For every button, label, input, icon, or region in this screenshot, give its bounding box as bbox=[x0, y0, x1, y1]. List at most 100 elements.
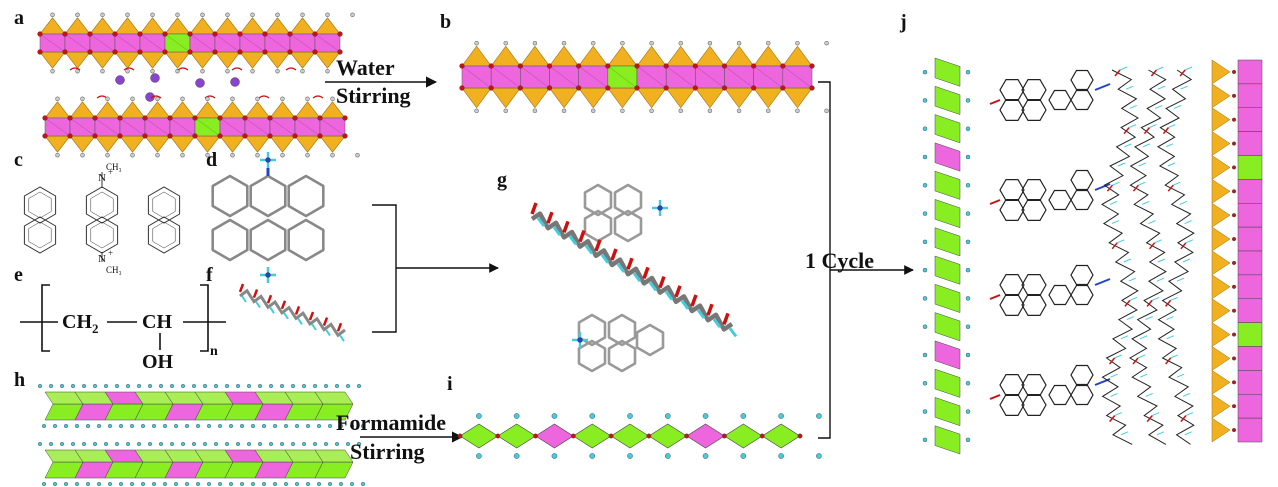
hydrogen-atom bbox=[118, 482, 123, 487]
tetrahedron bbox=[665, 87, 696, 109]
octahedron bbox=[934, 114, 961, 144]
hydrogen-atom bbox=[591, 108, 596, 114]
hydrogen-atom bbox=[513, 413, 520, 419]
hydrogen-atom bbox=[1137, 354, 1146, 359]
hydrogen-atom bbox=[922, 296, 928, 301]
panel-a-layered-crystal bbox=[37, 12, 360, 158]
hydrogen-atom bbox=[328, 424, 333, 429]
oxygen-atom bbox=[1231, 165, 1236, 170]
oxygen-atom bbox=[312, 31, 318, 37]
hydrogen-atom bbox=[38, 442, 43, 447]
benzene-ring bbox=[1070, 284, 1094, 306]
hydrogen-atom bbox=[824, 108, 829, 114]
hydroxyl bbox=[546, 211, 554, 224]
oxygen-atom bbox=[162, 31, 168, 37]
hydrogen-atom bbox=[200, 68, 205, 74]
panel-label-e: e bbox=[14, 264, 23, 286]
tetrahedron bbox=[114, 17, 141, 35]
oxygen-atom bbox=[42, 133, 48, 139]
hydrogen-atom bbox=[1165, 143, 1174, 148]
octahedron bbox=[1237, 226, 1263, 252]
hydrogen-atom bbox=[225, 12, 230, 18]
oxygen-atom bbox=[1231, 93, 1236, 98]
benzene-ring bbox=[1070, 89, 1094, 111]
hydrogen-atom bbox=[74, 424, 79, 429]
panel-b-single-sheet bbox=[459, 41, 829, 114]
sodium-ion bbox=[150, 73, 160, 83]
hydrogen-atom bbox=[55, 152, 60, 158]
hydrogen-atom bbox=[1156, 66, 1164, 71]
oxygen-atom bbox=[262, 31, 268, 37]
octahedron bbox=[934, 283, 961, 313]
hydrogen-atom bbox=[49, 384, 54, 389]
hydrogen-atom bbox=[313, 384, 318, 389]
hydrogen-atom bbox=[1155, 104, 1163, 109]
hydrogen-atom bbox=[105, 96, 110, 102]
hydrogen-atom bbox=[130, 152, 135, 158]
hydroxyl bbox=[690, 294, 698, 307]
hydrogen-atom bbox=[355, 96, 360, 102]
hydrogen-atom bbox=[648, 281, 658, 292]
hydrogen-atom bbox=[536, 217, 546, 227]
benzene-ring bbox=[1070, 69, 1094, 91]
hydrogen-atom bbox=[922, 69, 928, 75]
oxygen-atom bbox=[780, 63, 786, 69]
hydrogen-atom bbox=[707, 108, 713, 114]
hydrogen-atom bbox=[273, 482, 278, 487]
hydroxyl bbox=[610, 248, 618, 261]
hydrogen-atom bbox=[1139, 373, 1148, 378]
hydrogen-atom bbox=[965, 437, 971, 443]
tetrahedron bbox=[665, 45, 696, 67]
panel-j-assembled-structure bbox=[922, 57, 1263, 455]
hydroxyl bbox=[322, 317, 329, 327]
hydrogen-atom bbox=[1170, 354, 1178, 359]
hydrogen-atom bbox=[922, 267, 928, 273]
hydrogen-atom bbox=[632, 272, 642, 283]
hydrogen-atom bbox=[173, 482, 178, 487]
benzene-ring bbox=[607, 313, 637, 347]
nitrogen-atom bbox=[265, 272, 271, 278]
tetrahedron bbox=[269, 135, 296, 153]
hydrogen-atom bbox=[53, 424, 58, 429]
hydrogen-atom bbox=[816, 453, 822, 459]
benzene-ring bbox=[287, 218, 325, 262]
hydrogen-atom bbox=[1156, 431, 1165, 436]
hydrogen-atom bbox=[361, 482, 366, 487]
hydrogen-atom bbox=[339, 334, 345, 342]
tetrahedron bbox=[723, 87, 755, 109]
oxygen-atom bbox=[187, 31, 193, 37]
hydrogen-atom bbox=[1111, 220, 1120, 225]
nitrogen-label-bottom: N bbox=[98, 253, 106, 265]
hydrogen-atom bbox=[324, 384, 329, 389]
tetrahedron bbox=[189, 17, 216, 35]
octahedron bbox=[934, 255, 961, 285]
hydrogen-atom bbox=[1138, 162, 1146, 167]
tetrahedron bbox=[753, 45, 784, 67]
hydrogen-atom bbox=[217, 482, 222, 487]
hydrogen-atom bbox=[103, 442, 108, 447]
hydrogen-atom bbox=[136, 442, 141, 447]
hydrogen-atom bbox=[206, 424, 211, 429]
benzene-ring bbox=[999, 294, 1025, 316]
hydroxyl bbox=[1146, 299, 1153, 307]
tetrahedron bbox=[548, 45, 580, 67]
hydrogen-atom bbox=[1151, 296, 1160, 301]
sodium-ion bbox=[145, 92, 155, 102]
hydrogen-atom bbox=[922, 211, 928, 216]
tetrahedron bbox=[1211, 155, 1231, 180]
hydroxyl bbox=[658, 276, 666, 289]
hydrogen-atom bbox=[191, 442, 196, 447]
oxygen-atom bbox=[262, 49, 268, 55]
hydrogen-atom bbox=[50, 68, 55, 74]
hydrogen-atom bbox=[627, 413, 633, 419]
oxygen-atom bbox=[1231, 189, 1236, 194]
hydroxyl bbox=[1180, 415, 1187, 423]
hydrogen-atom bbox=[1114, 412, 1122, 417]
hydrogen-atom bbox=[239, 424, 244, 429]
tetrahedron bbox=[1211, 417, 1231, 443]
hydrogen-atom bbox=[965, 69, 971, 75]
hydrogen-atom bbox=[922, 154, 928, 160]
hydrogen-atom bbox=[273, 424, 278, 429]
oxygen-atom bbox=[37, 49, 43, 55]
hydrogen-atom bbox=[561, 41, 567, 46]
